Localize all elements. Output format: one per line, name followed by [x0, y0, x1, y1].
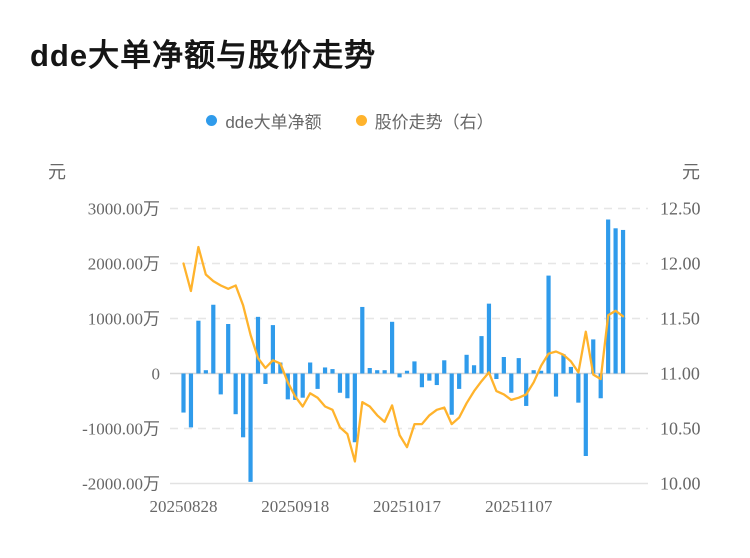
net-amount-bar[interactable]	[404, 370, 410, 374]
net-amount-bar[interactable]	[308, 362, 313, 374]
net-amount-bar[interactable]	[345, 373, 350, 399]
net-amount-bar[interactable]	[390, 321, 395, 374]
net-amount-bar[interactable]	[181, 373, 186, 413]
net-amount-bar[interactable]	[598, 373, 603, 399]
net-amount-bar[interactable]	[509, 373, 514, 393]
net-amount-bar[interactable]	[553, 373, 559, 397]
x-axis-tick: 20251017	[373, 497, 442, 516]
net-amount-bar[interactable]	[524, 373, 529, 406]
x-axis-tick: 20250828	[150, 497, 218, 516]
net-amount-bar[interactable]	[315, 373, 320, 389]
net-amount-bar[interactable]	[464, 354, 469, 374]
net-amount-bar[interactable]	[203, 370, 208, 374]
net-amount-bar[interactable]	[613, 228, 618, 374]
net-amount-bar[interactable]	[218, 373, 223, 395]
net-amount-bar[interactable]	[382, 370, 387, 374]
net-amount-bar[interactable]	[211, 304, 216, 374]
net-amount-bar[interactable]	[591, 339, 596, 374]
legend-item-net-amount[interactable]: dde大单净额	[206, 108, 322, 133]
right-axis-tick: 11.50	[660, 309, 700, 329]
net-amount-bar[interactable]	[337, 373, 343, 393]
net-amount-bar[interactable]	[330, 369, 335, 374]
legend: dde大单净额 股价走势（右）	[0, 108, 700, 133]
legend-item-price[interactable]: 股价走势（右）	[355, 108, 494, 133]
right-axis-tick: 10.00	[660, 474, 701, 494]
net-amount-bar[interactable]	[300, 373, 305, 398]
left-axis-tick: 0	[152, 365, 161, 384]
legend-label-net-amount: dde大单净额	[225, 113, 322, 132]
left-axis-tick: -1000.00万	[82, 420, 160, 439]
right-axis-tick: 12.00	[660, 254, 701, 274]
net-amount-bar[interactable]	[606, 219, 611, 374]
net-amount-bar[interactable]	[352, 373, 357, 443]
net-amount-bar[interactable]	[226, 324, 231, 374]
net-amount-bar[interactable]	[494, 373, 499, 380]
left-axis-tick: 1000.00万	[88, 310, 160, 329]
net-amount-bar[interactable]	[583, 373, 588, 457]
net-amount-bar[interactable]	[293, 373, 298, 400]
net-amount-bar[interactable]	[457, 373, 462, 389]
net-amount-bar[interactable]	[471, 365, 477, 374]
net-amount-bar[interactable]	[568, 366, 573, 374]
x-axis-tick: 20251107	[485, 497, 553, 516]
net-amount-bar[interactable]	[442, 360, 447, 374]
left-axis-tick: -2000.00万	[82, 475, 160, 494]
net-amount-bar[interactable]	[397, 373, 402, 378]
right-axis-unit: 元	[682, 162, 700, 182]
net-amount-bar[interactable]	[479, 336, 484, 374]
net-amount-bar[interactable]	[449, 373, 454, 415]
net-amount-bar[interactable]	[278, 362, 283, 374]
chart-title: dde大单净额与股价走势	[30, 38, 377, 73]
net-amount-bar[interactable]	[263, 373, 268, 384]
net-amount-bar[interactable]	[531, 370, 536, 374]
net-amount-bar[interactable]	[255, 316, 261, 374]
net-amount-bar[interactable]	[248, 373, 253, 482]
net-amount-bar[interactable]	[270, 325, 275, 374]
net-amount-bar[interactable]	[322, 367, 328, 374]
net-amount-bar[interactable]	[576, 373, 581, 403]
net-amount-bar[interactable]	[367, 368, 372, 374]
net-amount-bar[interactable]	[539, 370, 544, 374]
x-axis-tick: 20250918	[261, 497, 329, 516]
net-amount-bar[interactable]	[419, 373, 424, 388]
net-amount-bar[interactable]	[241, 373, 246, 438]
net-amount-bar[interactable]	[285, 373, 290, 400]
left-axis-unit: 元	[48, 162, 66, 182]
net-amount-bar[interactable]	[501, 357, 506, 374]
net-amount-bar[interactable]	[196, 320, 201, 374]
net-amount-bar[interactable]	[486, 303, 492, 374]
left-axis-tick: 2000.00万	[88, 255, 160, 274]
net-amount-bar[interactable]	[233, 373, 238, 415]
price-legend-dot-icon	[355, 115, 367, 126]
net-amount-bar[interactable]	[360, 306, 365, 374]
net-amount-legend-dot-icon	[206, 115, 218, 126]
left-axis-tick: 3000.00万	[88, 200, 160, 219]
net-amount-bar[interactable]	[427, 373, 432, 381]
net-amount-bar[interactable]	[188, 373, 194, 428]
net-amount-bar[interactable]	[516, 358, 521, 374]
net-amount-bar[interactable]	[620, 229, 626, 374]
net-amount-bar[interactable]	[412, 361, 417, 374]
right-axis-tick: 10.50	[660, 419, 701, 439]
right-axis-tick: 12.50	[660, 199, 701, 219]
net-amount-bar[interactable]	[546, 275, 551, 374]
legend-label-price: 股价走势（右）	[374, 113, 494, 132]
net-amount-bar[interactable]	[375, 370, 380, 374]
net-amount-bar[interactable]	[561, 354, 566, 374]
right-axis-tick: 11.00	[660, 364, 700, 384]
price-line[interactable]	[182, 245, 625, 463]
net-amount-bar[interactable]	[434, 373, 439, 386]
